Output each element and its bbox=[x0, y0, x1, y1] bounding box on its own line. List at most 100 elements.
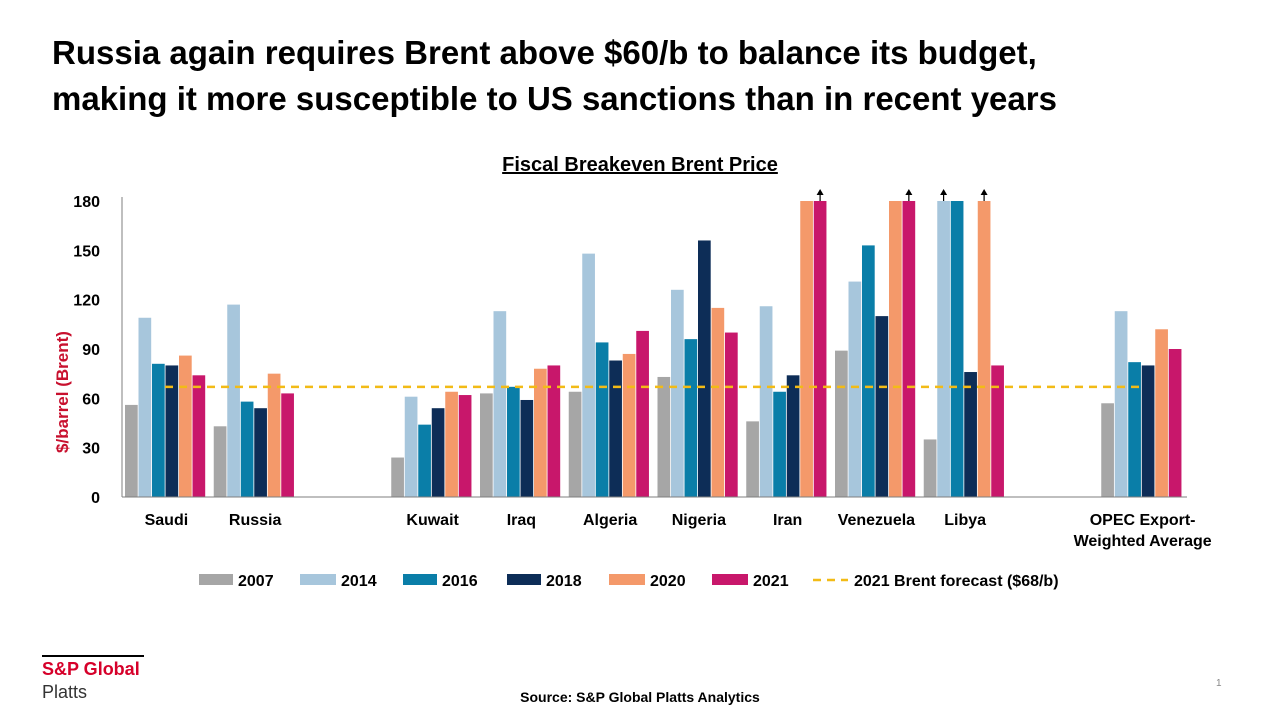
bar-iraq-2021 bbox=[547, 365, 561, 497]
off-scale-arrowhead-iran-2021 bbox=[816, 189, 824, 195]
platts-logo-text: Platts bbox=[42, 682, 88, 702]
bar-libya-2007 bbox=[923, 439, 937, 497]
y-tick-label-90: 90 bbox=[82, 342, 100, 359]
bar-venezuela-2021 bbox=[902, 201, 916, 497]
bar-saudi-2014 bbox=[138, 317, 152, 497]
legend-label-2020: 2020 bbox=[650, 573, 686, 590]
bar-iraq-2018 bbox=[520, 399, 534, 497]
off-scale-arrowhead-libya-2014 bbox=[940, 189, 948, 195]
bar-libya-2020 bbox=[977, 201, 991, 497]
page-number: 1 bbox=[1216, 678, 1222, 689]
x-category-label-nigeria: Nigeria bbox=[672, 512, 726, 529]
bar-nigeria-2016 bbox=[684, 339, 698, 497]
bar-russia-2021 bbox=[281, 393, 294, 497]
x-category-label-libya: Libya bbox=[944, 512, 986, 529]
y-tick-label-180: 180 bbox=[73, 194, 100, 211]
x-category-label-algeria: Algeria bbox=[583, 512, 637, 529]
legend-swatch-2020 bbox=[609, 574, 645, 585]
bar-iraq-2016 bbox=[507, 386, 520, 497]
x-category-label-iraq: Iraq bbox=[507, 512, 536, 529]
legend-swatch-2014 bbox=[300, 574, 336, 585]
sp-global-logo: S&P Global bbox=[42, 659, 140, 679]
source-note: Source: S&P Global Platts Analytics bbox=[520, 689, 760, 705]
bar-opec-export-weighted-average-2018 bbox=[1141, 365, 1155, 497]
legend-label-2016: 2016 bbox=[442, 573, 478, 590]
y-tick-label-30: 30 bbox=[82, 441, 100, 458]
bar-venezuela-2014 bbox=[848, 281, 862, 497]
bar-kuwait-2014 bbox=[404, 396, 418, 497]
legend-label-2014: 2014 bbox=[341, 573, 377, 590]
bar-algeria-2021 bbox=[636, 330, 649, 497]
bar-russia-2016 bbox=[240, 401, 254, 497]
bar-kuwait-2021 bbox=[458, 395, 472, 497]
slide-headline: Russia again requires Brent above $60/b … bbox=[52, 30, 1252, 122]
bar-russia-2020 bbox=[267, 373, 281, 497]
bar-saudi-2020 bbox=[179, 355, 192, 497]
legend-label-2018: 2018 bbox=[546, 573, 582, 590]
y-tick-label-60: 60 bbox=[82, 391, 100, 408]
bar-russia-2018 bbox=[254, 408, 267, 497]
x-category-label-saudi: Saudi bbox=[145, 512, 189, 529]
bar-russia-2014 bbox=[227, 304, 240, 497]
bar-libya-2014 bbox=[937, 201, 950, 497]
y-axis-title: $/barrel (Brent) bbox=[53, 331, 72, 453]
bar-nigeria-2014 bbox=[671, 289, 684, 497]
bar-venezuela-2007 bbox=[835, 350, 848, 497]
bar-saudi-2007 bbox=[125, 404, 138, 497]
chart-title: Fiscal Breakeven Brent Price bbox=[502, 154, 778, 176]
off-scale-arrowhead-venezuela-2021 bbox=[905, 189, 913, 195]
bar-nigeria-2021 bbox=[725, 332, 738, 497]
bar-algeria-2014 bbox=[582, 253, 595, 497]
bar-opec-export-weighted-average-2021 bbox=[1168, 349, 1182, 497]
bar-iran-2016 bbox=[773, 391, 786, 497]
legend-label-2021: 2021 bbox=[753, 573, 789, 590]
y-tick-label-150: 150 bbox=[73, 243, 100, 260]
bar-algeria-2018 bbox=[609, 360, 622, 497]
bar-saudi-2018 bbox=[165, 365, 179, 497]
bar-saudi-2021 bbox=[192, 375, 206, 497]
bar-iraq-2014 bbox=[493, 311, 507, 497]
bar-iran-2018 bbox=[786, 375, 800, 497]
bar-iraq-2007 bbox=[480, 393, 493, 497]
x-category-label-opec-export-weighted-average: OPEC Export-Weighted Average bbox=[1074, 512, 1212, 550]
headline-line-1: Russia again requires Brent above $60/b … bbox=[52, 34, 1037, 71]
off-scale-arrowhead-libya-2020 bbox=[980, 189, 988, 195]
logo-rule bbox=[42, 655, 144, 657]
bar-algeria-2007 bbox=[568, 391, 582, 497]
bar-libya-2021 bbox=[991, 365, 1004, 497]
y-tick-label-120: 120 bbox=[73, 293, 100, 310]
bar-opec-export-weighted-average-2016 bbox=[1128, 362, 1141, 497]
bar-venezuela-2016 bbox=[862, 245, 875, 497]
legend-swatch-2016 bbox=[403, 574, 437, 585]
bar-iraq-2020 bbox=[534, 368, 547, 497]
bar-kuwait-2007 bbox=[391, 457, 404, 497]
x-category-label-kuwait: Kuwait bbox=[406, 512, 459, 529]
headline-line-2: making it more susceptible to US sanctio… bbox=[52, 80, 1057, 117]
bar-venezuela-2020 bbox=[889, 201, 902, 497]
bar-russia-2007 bbox=[213, 426, 227, 497]
bar-algeria-2016 bbox=[595, 342, 609, 497]
bar-nigeria-2007 bbox=[657, 376, 671, 497]
bar-iran-2020 bbox=[800, 201, 813, 497]
bar-opec-export-weighted-average-2020 bbox=[1155, 329, 1168, 497]
legend-swatch-2021 bbox=[712, 574, 748, 585]
bar-opec-export-weighted-average-2007 bbox=[1101, 403, 1114, 497]
y-tick-label-0: 0 bbox=[91, 490, 100, 507]
bar-venezuela-2018 bbox=[875, 316, 889, 497]
x-category-label-russia: Russia bbox=[229, 512, 282, 529]
bar-kuwait-2018 bbox=[431, 408, 445, 497]
legend-label-2007: 2007 bbox=[238, 573, 274, 590]
legend-swatch-2018 bbox=[507, 574, 541, 585]
bar-algeria-2020 bbox=[622, 353, 636, 497]
bar-libya-2016 bbox=[950, 201, 964, 497]
bar-nigeria-2020 bbox=[711, 307, 725, 497]
bar-kuwait-2020 bbox=[445, 391, 458, 497]
bar-nigeria-2018 bbox=[698, 240, 711, 497]
bar-iran-2021 bbox=[813, 201, 827, 497]
bar-libya-2018 bbox=[964, 372, 977, 497]
legend-label-brent-forecast: 2021 Brent forecast ($68/b) bbox=[854, 573, 1059, 590]
bar-kuwait-2016 bbox=[418, 424, 431, 497]
legend-swatch-2007 bbox=[199, 574, 233, 585]
bar-saudi-2016 bbox=[152, 363, 165, 497]
